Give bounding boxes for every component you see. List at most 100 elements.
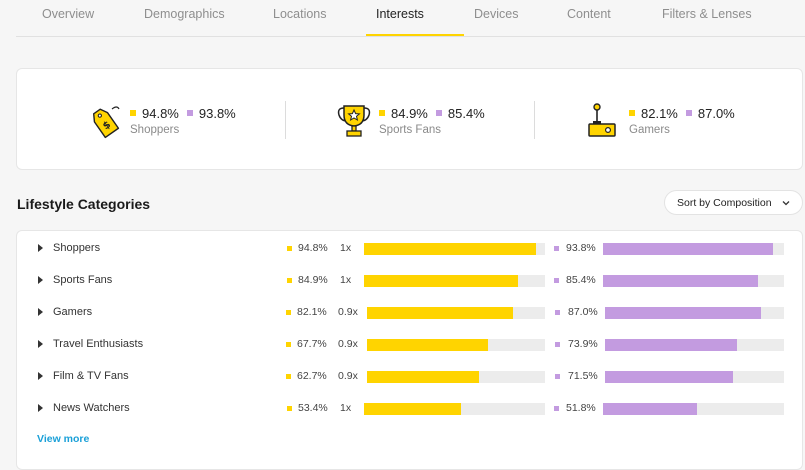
index-value: 0.9x: [338, 306, 358, 318]
audience-bar: [367, 307, 514, 319]
summary-audience-value: 84.9%: [391, 106, 428, 121]
summary-divider: [534, 101, 535, 139]
tab-devices[interactable]: Devices: [474, 7, 519, 21]
comparison-legend-swatch: [685, 109, 692, 116]
index-value: 1x: [340, 274, 352, 286]
expand-caret-icon[interactable]: [38, 340, 43, 348]
section-title: Lifestyle Categories: [17, 196, 151, 212]
audience-swatch: [286, 310, 291, 315]
comparison-bar-track: [603, 243, 784, 255]
audience-swatch: [287, 406, 292, 411]
expand-caret-icon[interactable]: [38, 276, 43, 284]
category-row-sports-fans[interactable]: Sports Fans 84.9% 1x 85.4%: [17, 265, 802, 297]
audience-legend-swatch: [379, 109, 385, 116]
index-value: 1x: [340, 402, 352, 414]
summary-comparison-value: 87.0%: [697, 106, 735, 121]
audience-bar: [367, 339, 488, 351]
audience-value: 82.1%: [297, 306, 327, 318]
active-tab-indicator: [366, 34, 464, 36]
summary-divider: [285, 101, 286, 139]
audience-bar-track: [367, 339, 545, 351]
comparison-bar-track: [605, 307, 784, 319]
audience-swatch: [286, 342, 291, 347]
summary-comparison-value: 93.8%: [198, 106, 236, 121]
tab-locations[interactable]: Locations: [273, 7, 327, 21]
audience-value: 62.7%: [297, 370, 327, 382]
joystick-icon: [587, 103, 619, 144]
summary-label: Shoppers: [130, 124, 180, 136]
comparison-value: 73.9%: [568, 338, 598, 350]
category-row-shoppers[interactable]: Shoppers 94.8% 1x 93.8%: [17, 233, 802, 265]
tab-content[interactable]: Content: [567, 7, 611, 21]
comparison-value: 87.0%: [568, 306, 598, 318]
summary-audience-value: 82.1%: [641, 106, 678, 121]
category-row-news-watchers[interactable]: News Watchers 53.4% 1x 51.8%: [17, 393, 802, 425]
category-name: News Watchers: [53, 402, 130, 414]
expand-caret-icon[interactable]: [38, 244, 43, 252]
summary-comparison-value: 85.4%: [447, 106, 485, 121]
comparison-bar: [603, 275, 758, 287]
trophy-icon: [337, 103, 371, 144]
sort-dropdown[interactable]: Sort by Composition: [664, 190, 803, 215]
expand-caret-icon[interactable]: [38, 404, 43, 412]
audience-bar-track: [367, 371, 545, 383]
index-value: 1x: [340, 242, 352, 254]
audience-value: 84.9%: [298, 274, 328, 286]
index-value: 0.9x: [338, 370, 358, 382]
expand-caret-icon[interactable]: [38, 308, 43, 316]
comparison-bar: [603, 403, 697, 415]
audience-bar: [364, 243, 536, 255]
interests-summary-card: $ 94.8% 93.8% Shoppers 84.9% 85.4% Sport: [16, 68, 803, 170]
comparison-swatch: [555, 310, 560, 315]
comparison-bar-track: [603, 275, 784, 287]
tab-overview[interactable]: Overview: [42, 7, 95, 21]
comparison-bar: [605, 371, 733, 383]
category-row-travel-enthusiasts[interactable]: Travel Enthusiasts 67.7% 0.9x 73.9%: [17, 329, 802, 361]
tab-interests[interactable]: Interests: [376, 7, 424, 21]
category-name: Gamers: [53, 306, 93, 318]
comparison-value: 71.5%: [568, 370, 598, 382]
audience-bar-track: [367, 307, 545, 319]
comparison-swatch: [555, 342, 560, 347]
audience-value: 67.7%: [297, 338, 327, 350]
comparison-bar-track: [603, 403, 784, 415]
tab-filters-lenses[interactable]: Filters & Lenses: [662, 7, 752, 21]
category-name: Film & TV Fans: [53, 370, 129, 382]
audience-bar-track: [364, 275, 545, 287]
comparison-bar: [605, 307, 761, 319]
audience-legend-swatch: [130, 109, 136, 116]
comparison-value: 85.4%: [566, 274, 596, 286]
summary-label: Sports Fans: [379, 124, 441, 136]
tab-bar: Overview Demographics Locations Interest…: [16, 0, 805, 37]
lifestyle-categories-list: Shoppers 94.8% 1x 93.8% Sports Fans 84.9…: [16, 230, 803, 470]
audience-swatch: [287, 278, 292, 283]
audience-bar: [364, 275, 518, 287]
audience-value: 94.8%: [298, 242, 328, 254]
comparison-legend-swatch: [186, 109, 193, 116]
category-name: Shoppers: [53, 242, 101, 254]
category-row-gamers[interactable]: Gamers 82.1% 0.9x 87.0%: [17, 297, 802, 329]
summary-audience-value: 94.8%: [142, 106, 179, 121]
expand-caret-icon[interactable]: [38, 372, 43, 380]
audience-swatch: [287, 246, 292, 251]
category-name: Sports Fans: [53, 274, 113, 286]
audience-legend-swatch: [629, 109, 635, 116]
shopping-tag-icon: $: [87, 103, 123, 144]
comparison-bar: [603, 243, 773, 255]
audience-bar-track: [364, 243, 545, 255]
sort-dropdown-label: Sort by Composition: [677, 197, 772, 209]
category-row-film-tv-fans[interactable]: Film & TV Fans 62.7% 0.9x 71.5%: [17, 361, 802, 393]
audience-swatch: [286, 374, 291, 379]
chevron-down-icon: [781, 198, 791, 211]
category-name: Travel Enthusiasts: [53, 338, 144, 350]
comparison-swatch: [555, 374, 560, 379]
comparison-swatch: [554, 278, 559, 283]
comparison-value: 51.8%: [566, 402, 596, 414]
view-more-link[interactable]: View more: [37, 433, 90, 445]
audience-bar: [364, 403, 461, 415]
index-value: 0.9x: [338, 338, 358, 350]
audience-value: 53.4%: [298, 402, 328, 414]
audience-bar: [367, 371, 479, 383]
tab-demographics[interactable]: Demographics: [144, 7, 225, 21]
comparison-legend-swatch: [435, 109, 442, 116]
